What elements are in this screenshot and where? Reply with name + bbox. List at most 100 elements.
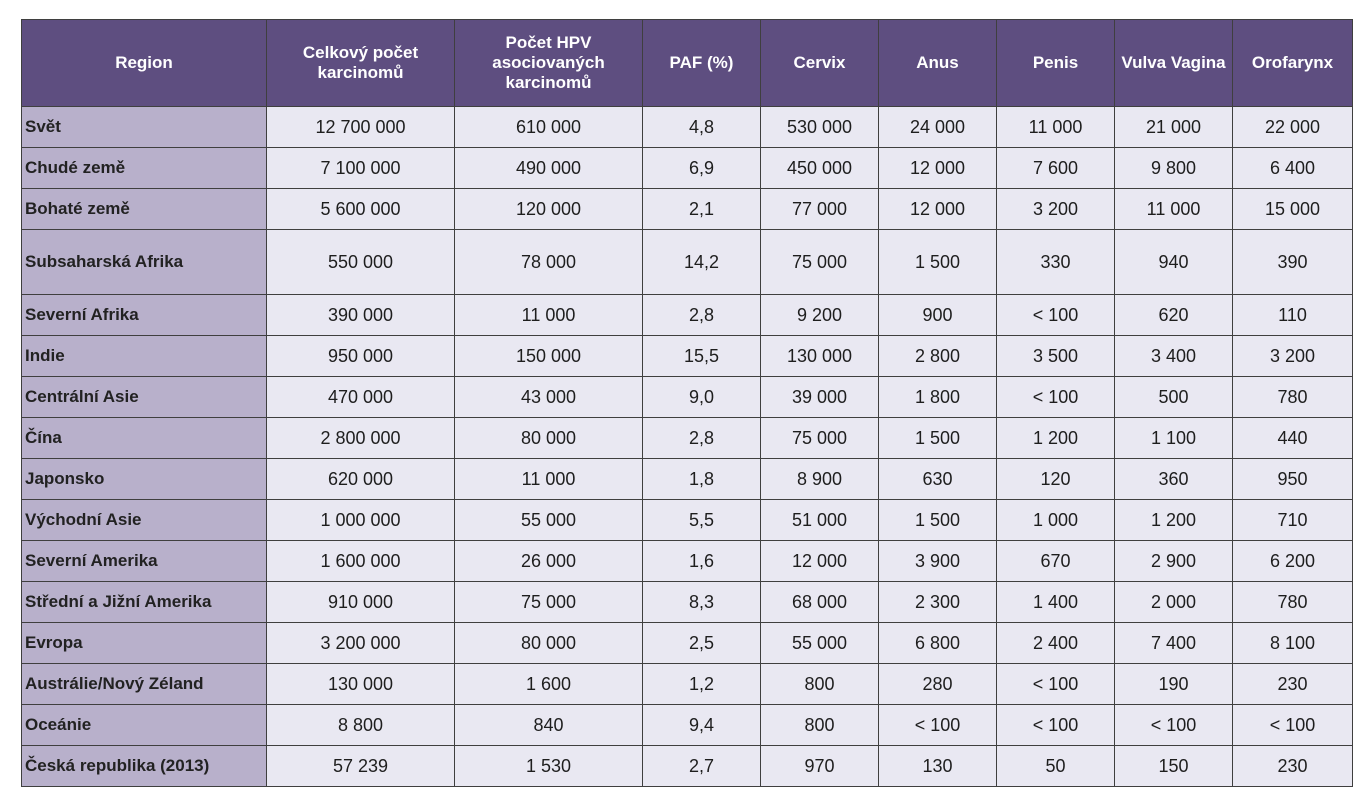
cell-paf: 2,1 xyxy=(642,188,761,230)
column-header-region: Region xyxy=(21,19,267,107)
cell-oropharynx: 780 xyxy=(1232,581,1353,623)
column-header-penis: Penis xyxy=(996,19,1115,107)
cell-vulva-vagina: 360 xyxy=(1114,458,1233,500)
cell-paf: 8,3 xyxy=(642,581,761,623)
cell-penis: < 100 xyxy=(996,376,1115,418)
cell-anus: 2 300 xyxy=(878,581,997,623)
cell-oropharynx: 6 400 xyxy=(1232,147,1353,189)
cell-paf: 15,5 xyxy=(642,335,761,377)
cell-total-carcinomas: 1 600 000 xyxy=(266,540,455,582)
cell-oropharynx: 780 xyxy=(1232,376,1353,418)
table-row: Čína 2 800 000 80 000 2,8 75 000 1 500 1 200 1 … xyxy=(21,417,1353,459)
cell-oropharynx: 710 xyxy=(1232,499,1353,541)
cell-cervix: 77 000 xyxy=(760,188,879,230)
cell-paf: 5,5 xyxy=(642,499,761,541)
cell-penis: 11 000 xyxy=(996,106,1115,148)
cell-hpv-carcinomas: 75 000 xyxy=(454,581,643,623)
cell-oropharynx: 8 100 xyxy=(1232,622,1353,664)
cell-oropharynx: < 100 xyxy=(1232,704,1353,746)
table-row: Severní Amerika 1 600 000 26 000 1,6 12 000 3… xyxy=(21,540,1353,582)
cell-penis: 1 000 xyxy=(996,499,1115,541)
column-header-vulva-vagina: Vulva Vagina xyxy=(1114,19,1233,107)
cell-total-carcinomas: 57 239 xyxy=(266,745,455,787)
cell-total-carcinomas: 7 100 000 xyxy=(266,147,455,189)
cell-oropharynx: 110 xyxy=(1232,294,1353,336)
table-row: Svět 12 700 000 610 000 4,8 530 000 24 000 11 … xyxy=(21,106,1353,148)
cell-anus: 1 500 xyxy=(878,417,997,459)
table-row: Centrální Asie 470 000 43 000 9,0 39 000 1 80… xyxy=(21,376,1353,418)
cell-vulva-vagina: 2 900 xyxy=(1114,540,1233,582)
cell-cervix: 8 900 xyxy=(760,458,879,500)
region-name-cell: Čína xyxy=(21,417,267,459)
cell-total-carcinomas: 8 800 xyxy=(266,704,455,746)
cell-hpv-carcinomas: 78 000 xyxy=(454,229,643,295)
cell-penis: 2 400 xyxy=(996,622,1115,664)
cell-oropharynx: 950 xyxy=(1232,458,1353,500)
cell-vulva-vagina: 940 xyxy=(1114,229,1233,295)
cell-hpv-carcinomas: 11 000 xyxy=(454,458,643,500)
cell-paf: 1,6 xyxy=(642,540,761,582)
table-row: Japonsko 620 000 11 000 1,8 8 900 630 120 360 95… xyxy=(21,458,1353,500)
cell-anus: 1 800 xyxy=(878,376,997,418)
region-name-cell: Austrálie/Nový Zéland xyxy=(21,663,267,705)
region-name-cell: Oceánie xyxy=(21,704,267,746)
cell-hpv-carcinomas: 1 600 xyxy=(454,663,643,705)
cell-paf: 14,2 xyxy=(642,229,761,295)
cell-anus: < 100 xyxy=(878,704,997,746)
cell-hpv-carcinomas: 80 000 xyxy=(454,622,643,664)
region-name-cell: Evropa xyxy=(21,622,267,664)
cell-vulva-vagina: 620 xyxy=(1114,294,1233,336)
cell-oropharynx: 440 xyxy=(1232,417,1353,459)
cell-vulva-vagina: 150 xyxy=(1114,745,1233,787)
cell-total-carcinomas: 950 000 xyxy=(266,335,455,377)
cell-hpv-carcinomas: 120 000 xyxy=(454,188,643,230)
table-row: Chudé země 7 100 000 490 000 6,9 450 000 12 0… xyxy=(21,147,1353,189)
cell-hpv-carcinomas: 80 000 xyxy=(454,417,643,459)
region-name-cell: Chudé země xyxy=(21,147,267,189)
cell-anus: 24 000 xyxy=(878,106,997,148)
column-header-cervix: Cervix xyxy=(760,19,879,107)
cell-vulva-vagina: 2 000 xyxy=(1114,581,1233,623)
cell-hpv-carcinomas: 55 000 xyxy=(454,499,643,541)
cell-penis: < 100 xyxy=(996,663,1115,705)
cell-oropharynx: 230 xyxy=(1232,663,1353,705)
table-body: Svět 12 700 000 610 000 4,8 530 000 24 000 11 … xyxy=(21,106,1353,787)
cell-penis: 7 600 xyxy=(996,147,1115,189)
cell-penis: 50 xyxy=(996,745,1115,787)
cell-anus: 900 xyxy=(878,294,997,336)
cell-anus: 280 xyxy=(878,663,997,705)
cell-paf: 2,5 xyxy=(642,622,761,664)
region-name-cell: Východní Asie xyxy=(21,499,267,541)
cell-anus: 3 900 xyxy=(878,540,997,582)
cell-anus: 1 500 xyxy=(878,229,997,295)
cell-total-carcinomas: 130 000 xyxy=(266,663,455,705)
cell-penis: 3 200 xyxy=(996,188,1115,230)
cell-vulva-vagina: 11 000 xyxy=(1114,188,1233,230)
cell-cervix: 970 xyxy=(760,745,879,787)
cell-anus: 1 500 xyxy=(878,499,997,541)
cell-cervix: 39 000 xyxy=(760,376,879,418)
cell-paf: 4,8 xyxy=(642,106,761,148)
region-name-cell: Indie xyxy=(21,335,267,377)
cell-total-carcinomas: 620 000 xyxy=(266,458,455,500)
cell-total-carcinomas: 12 700 000 xyxy=(266,106,455,148)
cell-total-carcinomas: 550 000 xyxy=(266,229,455,295)
cell-vulva-vagina: 1 200 xyxy=(1114,499,1233,541)
column-header-total-carcinomas: Celkový počet karcinomů xyxy=(266,19,455,107)
cell-paf: 2,8 xyxy=(642,294,761,336)
cell-hpv-carcinomas: 11 000 xyxy=(454,294,643,336)
cell-cervix: 130 000 xyxy=(760,335,879,377)
cell-total-carcinomas: 3 200 000 xyxy=(266,622,455,664)
table-row: Austrálie/Nový Zéland 130 000 1 600 1,2 800 2… xyxy=(21,663,1353,705)
cell-penis: < 100 xyxy=(996,294,1115,336)
cell-anus: 12 000 xyxy=(878,147,997,189)
column-header-oropharynx: Orofarynx xyxy=(1232,19,1353,107)
cell-oropharynx: 22 000 xyxy=(1232,106,1353,148)
cell-total-carcinomas: 2 800 000 xyxy=(266,417,455,459)
cell-penis: 330 xyxy=(996,229,1115,295)
cell-oropharynx: 3 200 xyxy=(1232,335,1353,377)
region-name-cell: Subsaharská Afrika xyxy=(21,229,267,295)
cell-oropharynx: 15 000 xyxy=(1232,188,1353,230)
cell-hpv-carcinomas: 150 000 xyxy=(454,335,643,377)
table-row: Subsaharská Afrika 550 000 78 000 14,2 75 00… xyxy=(21,229,1353,295)
